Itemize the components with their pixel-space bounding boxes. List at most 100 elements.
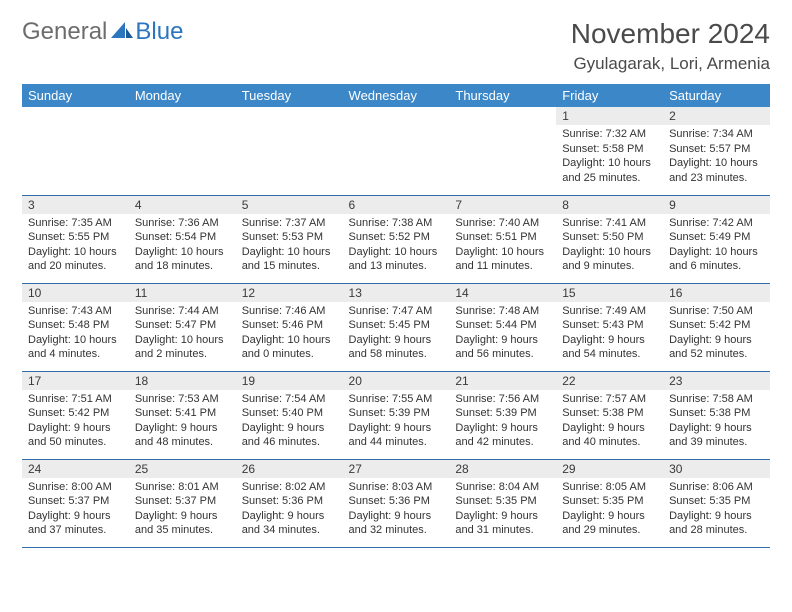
sunrise-line: Sunrise: 7:55 AM (349, 392, 444, 407)
daylight-line: Daylight: 9 hours and 42 minutes. (455, 421, 550, 450)
sunrise-line: Sunrise: 7:56 AM (455, 392, 550, 407)
day-body: Sunrise: 7:42 AMSunset: 5:49 PMDaylight:… (663, 214, 770, 278)
calendar-row: 24Sunrise: 8:00 AMSunset: 5:37 PMDayligh… (22, 459, 770, 547)
sunrise-line: Sunrise: 7:58 AM (669, 392, 764, 407)
month-title: November 2024 (571, 18, 770, 50)
calendar-cell: 20 Sunrise: 7:55 AMSunset: 5:39 PMDayligh… (343, 371, 450, 459)
day-body: Sunrise: 7:57 AMSunset: 5:38 PMDaylight:… (556, 390, 663, 454)
day-number: 20 (343, 372, 450, 390)
day-body: Sunrise: 8:00 AMSunset: 5:37 PMDaylight:… (22, 478, 129, 542)
logo-sail-icon (111, 20, 133, 40)
calendar-row: 3Sunrise: 7:35 AMSunset: 5:55 PMDaylight… (22, 195, 770, 283)
calendar-cell: 13Sunrise: 7:47 AMSunset: 5:45 PMDayligh… (343, 283, 450, 371)
daylight-line: Daylight: 10 hours and 0 minutes. (242, 333, 337, 362)
day-number: 29 (556, 460, 663, 478)
day-body: Sunrise: 7:51 AMSunset: 5:42 PMDaylight:… (22, 390, 129, 454)
day-number: 18 (129, 372, 236, 390)
weekday-header: Wednesday (343, 84, 450, 107)
logo-text-blue: Blue (135, 18, 183, 46)
sunrise-line: Sunrise: 7:32 AM (562, 127, 657, 142)
sunset-line: Sunset: 5:47 PM (135, 318, 230, 333)
daylight-line: Daylight: 9 hours and 50 minutes. (28, 421, 123, 450)
calendar-cell: 28Sunrise: 8:04 AMSunset: 5:35 PMDayligh… (449, 459, 556, 547)
day-number: 16 (663, 284, 770, 302)
calendar-cell: 5Sunrise: 7:37 AMSunset: 5:53 PMDaylight… (236, 195, 343, 283)
sunrise-line: Sunrise: 7:57 AM (562, 392, 657, 407)
sunset-line: Sunset: 5:39 PM (349, 406, 444, 421)
calendar-cell-empty (129, 107, 236, 195)
calendar-cell-empty (343, 107, 450, 195)
day-number: 2 (663, 107, 770, 125)
calendar-row: 17Sunrise: 7:51 AMSunset: 5:42 PMDayligh… (22, 371, 770, 459)
day-number: 23 (663, 372, 770, 390)
calendar-row: 1Sunrise: 7:32 AMSunset: 5:58 PMDaylight… (22, 107, 770, 195)
day-number: 15 (556, 284, 663, 302)
day-body: Sunrise: 7:56 AMSunset: 5:39 PMDaylight:… (449, 390, 556, 454)
daylight-line: Daylight: 10 hours and 18 minutes. (135, 245, 230, 274)
day-body: Sunrise: 7:35 AMSunset: 5:55 PMDaylight:… (22, 214, 129, 278)
sunrise-line: Sunrise: 7:53 AM (135, 392, 230, 407)
calendar-cell: 30Sunrise: 8:06 AMSunset: 5:35 PMDayligh… (663, 459, 770, 547)
sunrise-line: Sunrise: 8:05 AM (562, 480, 657, 495)
day-number: 27 (343, 460, 450, 478)
calendar-cell: 24Sunrise: 8:00 AMSunset: 5:37 PMDayligh… (22, 459, 129, 547)
daylight-line: Daylight: 10 hours and 13 minutes. (349, 245, 444, 274)
calendar-cell: 29Sunrise: 8:05 AMSunset: 5:35 PMDayligh… (556, 459, 663, 547)
sunrise-line: Sunrise: 7:54 AM (242, 392, 337, 407)
sunrise-line: Sunrise: 7:44 AM (135, 304, 230, 319)
day-number: 11 (129, 284, 236, 302)
calendar-cell: 15Sunrise: 7:49 AMSunset: 5:43 PMDayligh… (556, 283, 663, 371)
sunset-line: Sunset: 5:45 PM (349, 318, 444, 333)
calendar-cell: 4Sunrise: 7:36 AMSunset: 5:54 PMDaylight… (129, 195, 236, 283)
daylight-line: Daylight: 9 hours and 54 minutes. (562, 333, 657, 362)
weekday-header-row: SundayMondayTuesdayWednesdayThursdayFrid… (22, 84, 770, 107)
logo: General Blue (22, 18, 183, 46)
calendar-cell: 11Sunrise: 7:44 AMSunset: 5:47 PMDayligh… (129, 283, 236, 371)
sunset-line: Sunset: 5:40 PM (242, 406, 337, 421)
sunrise-line: Sunrise: 7:35 AM (28, 216, 123, 231)
sunset-line: Sunset: 5:58 PM (562, 142, 657, 157)
daylight-line: Daylight: 9 hours and 56 minutes. (455, 333, 550, 362)
daylight-line: Daylight: 10 hours and 15 minutes. (242, 245, 337, 274)
day-number: 26 (236, 460, 343, 478)
calendar-cell: 12Sunrise: 7:46 AMSunset: 5:46 PMDayligh… (236, 283, 343, 371)
day-body: Sunrise: 8:06 AMSunset: 5:35 PMDaylight:… (663, 478, 770, 542)
day-body: Sunrise: 7:53 AMSunset: 5:41 PMDaylight:… (129, 390, 236, 454)
location: Gyulagarak, Lori, Armenia (571, 54, 770, 74)
day-body: Sunrise: 7:44 AMSunset: 5:47 PMDaylight:… (129, 302, 236, 366)
day-number: 8 (556, 196, 663, 214)
sunset-line: Sunset: 5:53 PM (242, 230, 337, 245)
daylight-line: Daylight: 9 hours and 46 minutes. (242, 421, 337, 450)
sunset-line: Sunset: 5:36 PM (349, 494, 444, 509)
daylight-line: Daylight: 10 hours and 11 minutes. (455, 245, 550, 274)
daylight-line: Daylight: 9 hours and 58 minutes. (349, 333, 444, 362)
calendar-cell-empty (449, 107, 556, 195)
day-number: 17 (22, 372, 129, 390)
sunset-line: Sunset: 5:46 PM (242, 318, 337, 333)
day-body: Sunrise: 7:37 AMSunset: 5:53 PMDaylight:… (236, 214, 343, 278)
day-body: Sunrise: 7:50 AMSunset: 5:42 PMDaylight:… (663, 302, 770, 366)
calendar-cell: 9Sunrise: 7:42 AMSunset: 5:49 PMDaylight… (663, 195, 770, 283)
day-body: Sunrise: 7:41 AMSunset: 5:50 PMDaylight:… (556, 214, 663, 278)
day-number: 7 (449, 196, 556, 214)
day-body: Sunrise: 8:02 AMSunset: 5:36 PMDaylight:… (236, 478, 343, 542)
sunrise-line: Sunrise: 7:36 AM (135, 216, 230, 231)
day-number: 22 (556, 372, 663, 390)
daylight-line: Daylight: 9 hours and 29 minutes. (562, 509, 657, 538)
calendar-cell-empty (22, 107, 129, 195)
day-body: Sunrise: 7:58 AMSunset: 5:38 PMDaylight:… (663, 390, 770, 454)
daylight-line: Daylight: 10 hours and 23 minutes. (669, 156, 764, 185)
daylight-line: Daylight: 9 hours and 34 minutes. (242, 509, 337, 538)
sunset-line: Sunset: 5:37 PM (28, 494, 123, 509)
weekday-header: Friday (556, 84, 663, 107)
sunset-line: Sunset: 5:38 PM (562, 406, 657, 421)
calendar-cell: 2Sunrise: 7:34 AMSunset: 5:57 PMDaylight… (663, 107, 770, 195)
calendar-row: 10Sunrise: 7:43 AMSunset: 5:48 PMDayligh… (22, 283, 770, 371)
calendar-cell-empty (236, 107, 343, 195)
calendar-cell: 21Sunrise: 7:56 AMSunset: 5:39 PMDayligh… (449, 371, 556, 459)
daylight-line: Daylight: 10 hours and 2 minutes. (135, 333, 230, 362)
daylight-line: Daylight: 9 hours and 44 minutes. (349, 421, 444, 450)
daylight-line: Daylight: 9 hours and 31 minutes. (455, 509, 550, 538)
day-body: Sunrise: 8:03 AMSunset: 5:36 PMDaylight:… (343, 478, 450, 542)
day-number: 6 (343, 196, 450, 214)
